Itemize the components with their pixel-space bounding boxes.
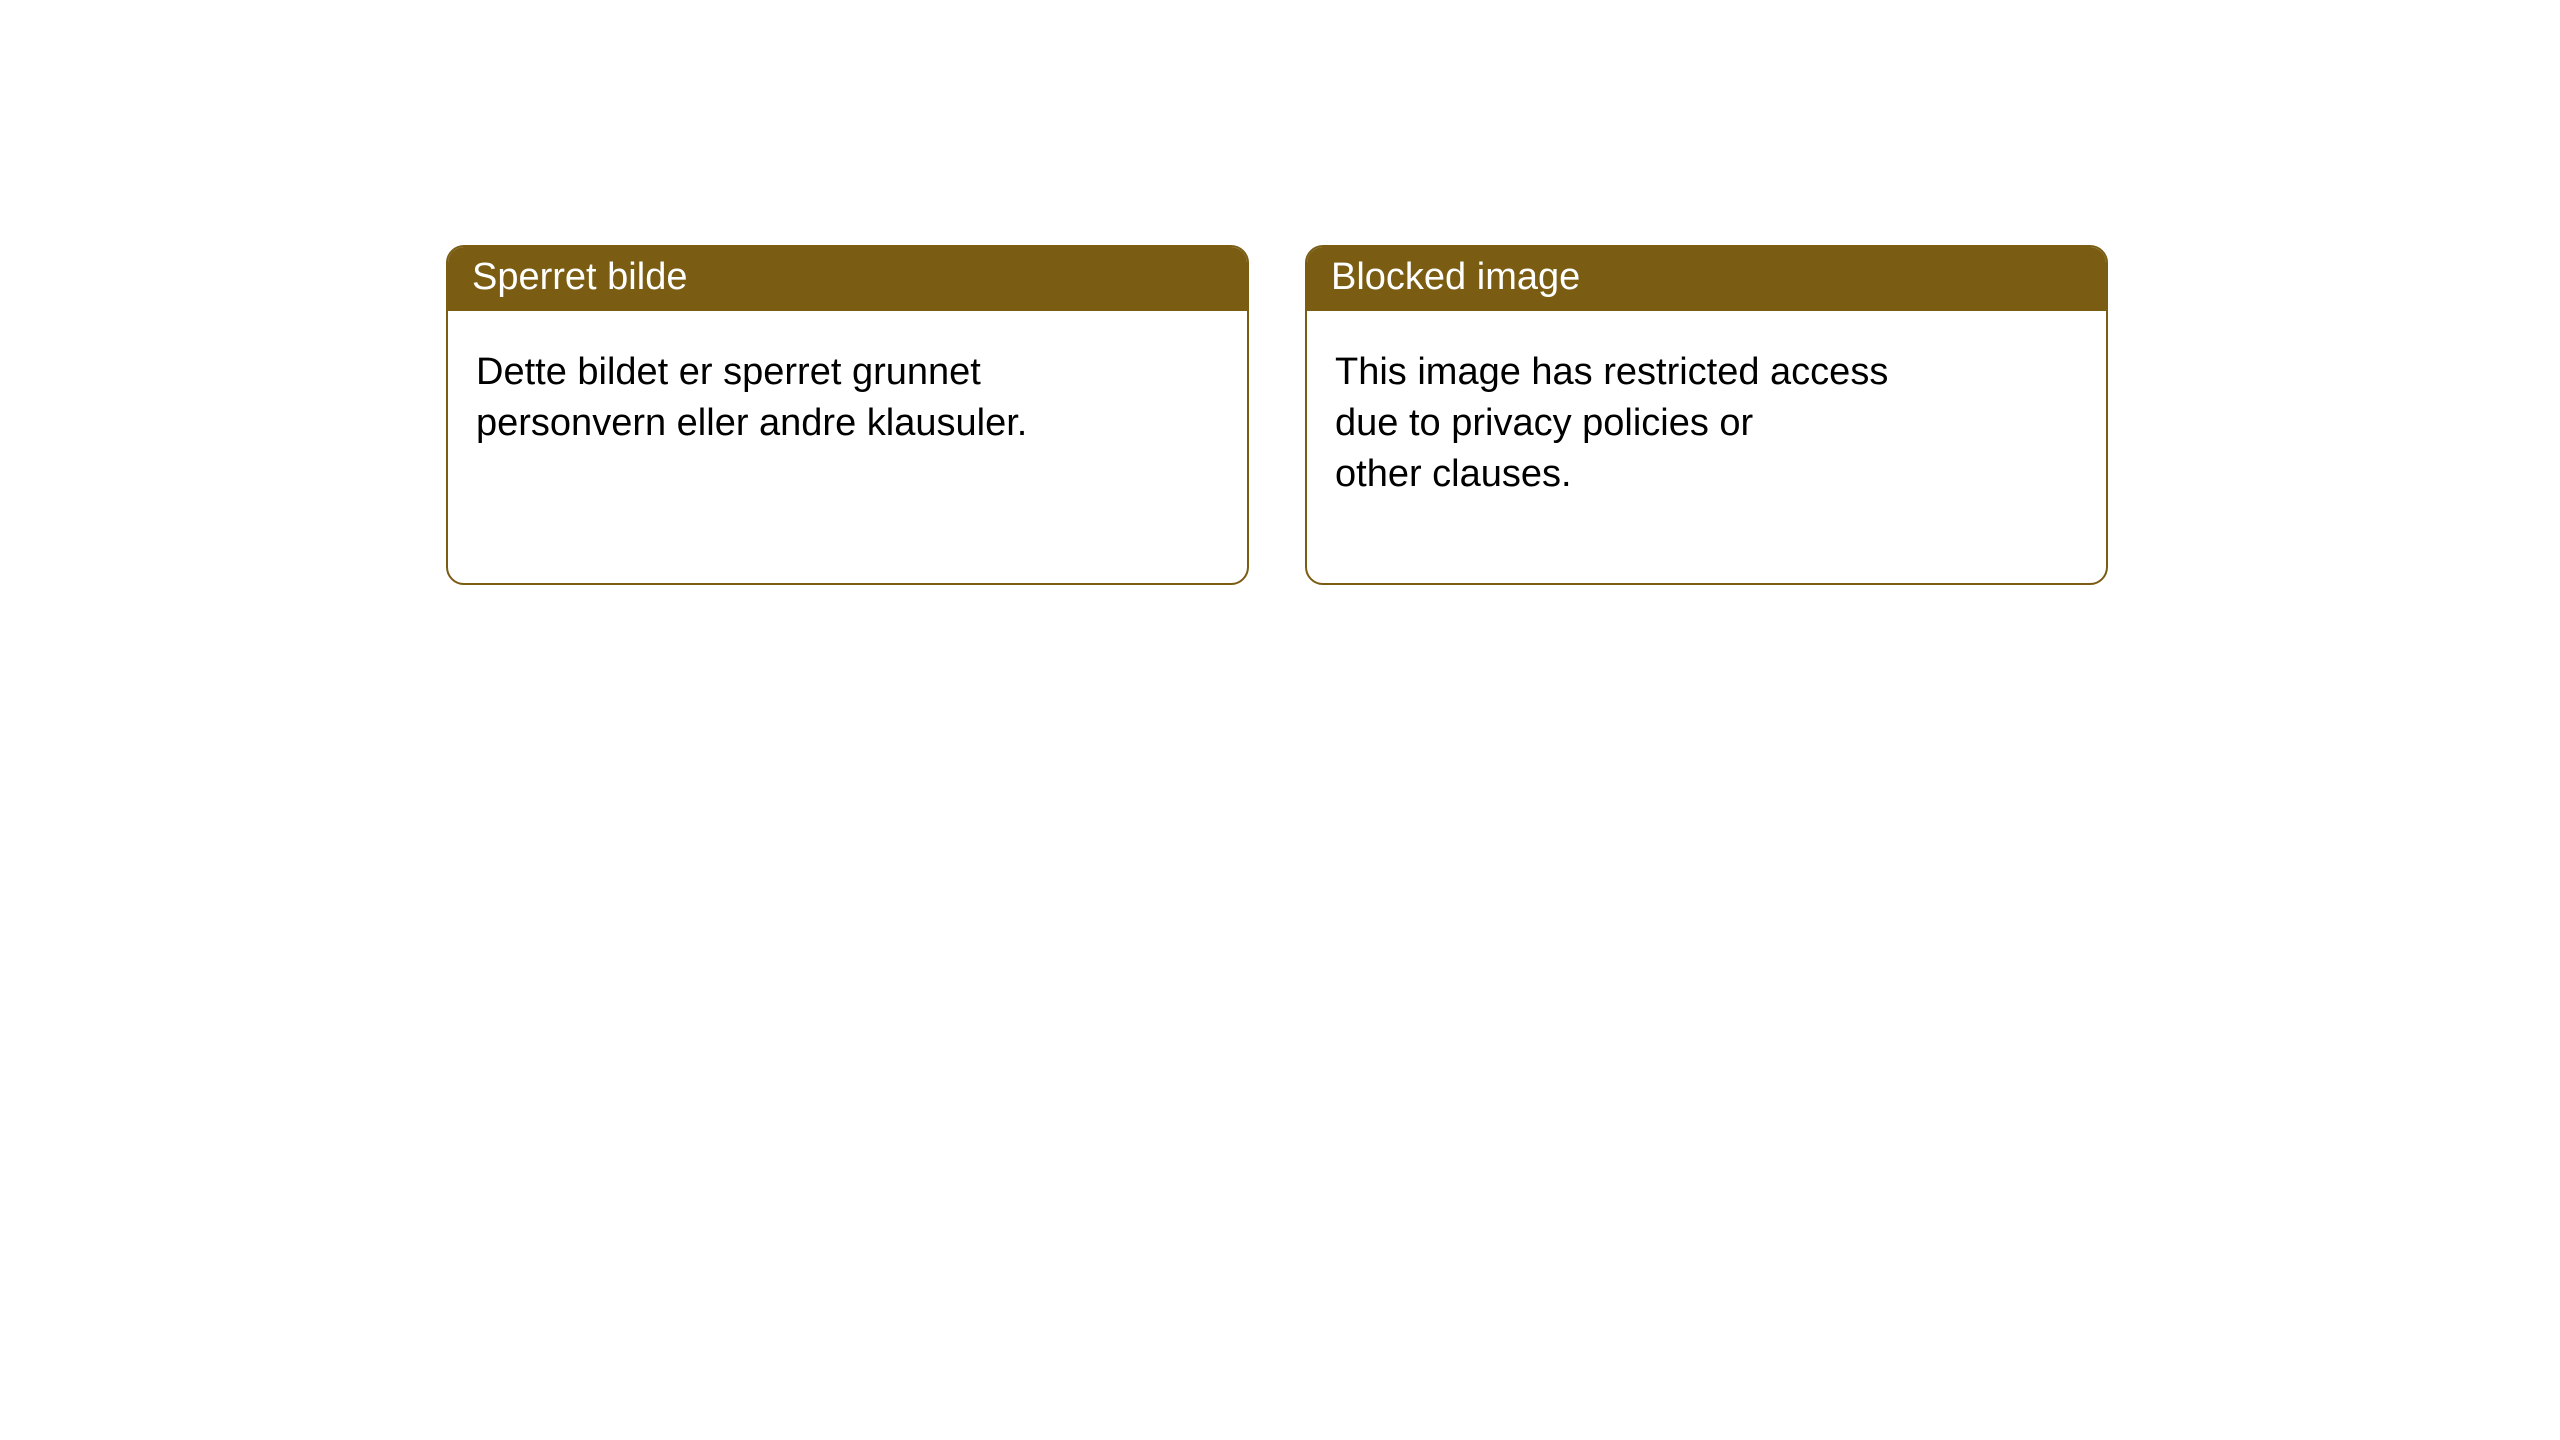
card-title-norwegian: Sperret bilde bbox=[448, 247, 1247, 311]
notice-container: Sperret bilde Dette bildet er sperret gr… bbox=[0, 0, 2560, 585]
blocked-image-card-norwegian: Sperret bilde Dette bildet er sperret gr… bbox=[446, 245, 1249, 585]
card-body-english: This image has restricted access due to … bbox=[1307, 311, 2106, 537]
blocked-image-card-english: Blocked image This image has restricted … bbox=[1305, 245, 2108, 585]
card-title-english: Blocked image bbox=[1307, 247, 2106, 311]
card-body-norwegian: Dette bildet er sperret grunnet personve… bbox=[448, 311, 1247, 486]
